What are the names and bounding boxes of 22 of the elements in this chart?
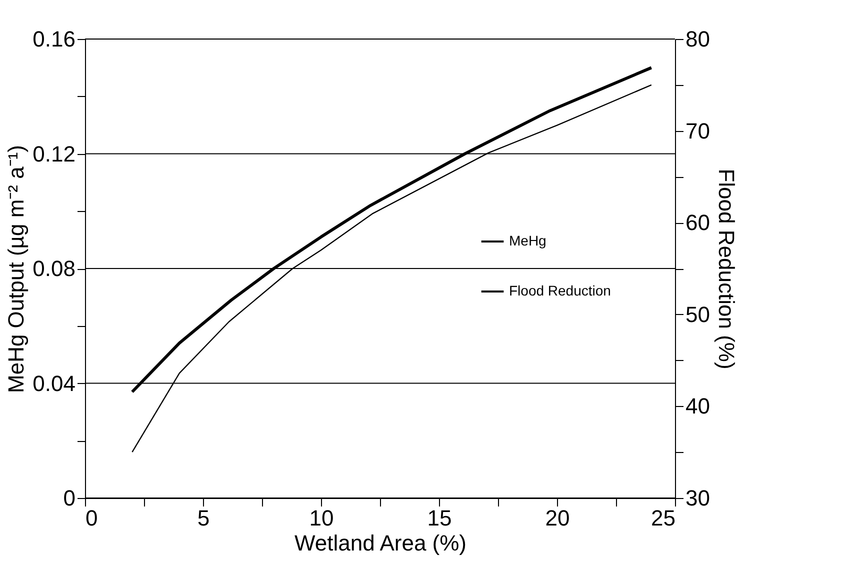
y-tick-label: 0.16 xyxy=(32,26,76,52)
x-axis-title: Wetland Area (%) xyxy=(294,530,467,556)
y-tick-label: 0.04 xyxy=(32,370,76,396)
x-tick-label: 5 xyxy=(197,506,210,530)
y2-tick-label: 50 xyxy=(686,302,710,327)
y2-tick-label: 60 xyxy=(686,210,710,236)
legend-label: MeHg xyxy=(509,232,546,248)
x-tick-label: 25 xyxy=(651,506,676,530)
y2-tick-label: 40 xyxy=(686,394,710,419)
y-axis-title: MeHg Output (µg m⁻² a⁻¹) xyxy=(4,145,29,393)
y-tick-label: 0.08 xyxy=(32,256,76,281)
x-tick-label: 10 xyxy=(309,506,334,530)
y2-tick-label: 80 xyxy=(686,26,710,52)
y-tick-label: 0.12 xyxy=(32,141,76,166)
y2-tick-label: 70 xyxy=(686,118,710,144)
x-tick-label: 0 xyxy=(86,506,98,530)
x-tick-label: 15 xyxy=(427,506,452,530)
legend-label: Flood Reduction xyxy=(509,282,611,298)
y2-axis-title: Flood Reduction (%) xyxy=(714,168,739,370)
x-tick-label: 20 xyxy=(545,506,570,530)
y-tick-label: 0 xyxy=(63,486,76,510)
y2-tick-label: 30 xyxy=(686,486,710,510)
